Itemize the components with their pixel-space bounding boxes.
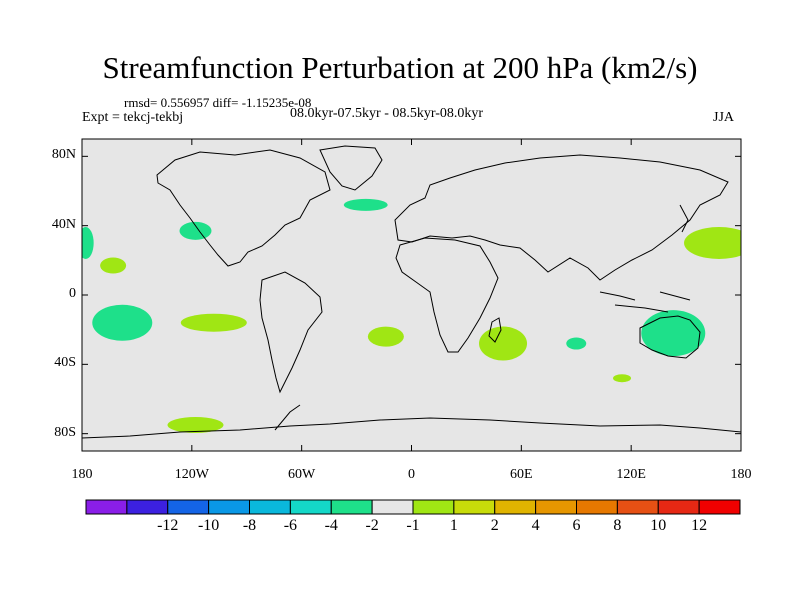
x-tick-label: 60E <box>510 467 533 482</box>
colorbar-tick-label: 4 <box>531 517 540 534</box>
maritime-continent-coast <box>599 291 691 313</box>
africa-coast <box>395 237 499 353</box>
antarctic-peninsula-coast <box>274 404 301 431</box>
region-south-atlantic-positive <box>367 326 404 347</box>
colorbar-tick-label: -2 <box>365 517 379 534</box>
region-south-indian-small-negative <box>566 337 587 350</box>
madagascar-coast <box>488 317 502 343</box>
x-tick-label: 180 <box>730 467 752 482</box>
axis-ticks <box>81 139 742 451</box>
stats-text: rmsd= 0.556957 diff= -1.15235e-08 <box>124 95 312 110</box>
colorbar-swatch <box>371 499 414 515</box>
colorbar-tick-label: -1 <box>406 517 420 534</box>
plot-title: Streamfunction Perturbation at 200 hPa (… <box>102 50 698 85</box>
colorbar-tick-label: -10 <box>197 517 220 534</box>
eurasia-coast <box>394 154 729 281</box>
colorbar-swatch <box>249 499 291 515</box>
colorbar-swatch <box>657 499 700 515</box>
australia-coast <box>639 315 701 359</box>
colorbar-tick-label: 1 <box>449 517 458 534</box>
region-southern-ocean-positive <box>167 417 224 433</box>
japan-coast <box>679 204 689 233</box>
colorbar-swatch <box>616 499 659 515</box>
region-south-pacific-negative <box>92 304 153 341</box>
colorbar-swatch <box>126 499 169 515</box>
colorbar-tick-label: 10 <box>650 517 667 534</box>
colorbar-swatch <box>85 499 128 515</box>
y-tick-label: 40N <box>51 216 76 232</box>
colorbar-tick-label: -8 <box>242 517 257 534</box>
colorbar-swatch <box>289 499 332 515</box>
x-tick-label: 60W <box>288 467 316 482</box>
coastlines <box>82 145 741 439</box>
colorbar-swatch <box>576 499 618 515</box>
y-tick-label: 80N <box>51 147 76 163</box>
colorbar-tick-label: 2 <box>490 517 499 534</box>
region-east-pacific-dateline-negative <box>82 227 94 259</box>
colorbar-swatch <box>330 499 373 515</box>
period-text: 08.0kyr-07.5kyr - 08.5kyr-08.0kyr <box>290 106 484 121</box>
x-tick-label: 180 <box>71 467 93 482</box>
colorbar-swatch <box>494 499 537 515</box>
colorbar-tick-label: 8 <box>613 517 622 534</box>
colorbar-swatch <box>698 499 741 515</box>
region-southeast-pacific-positive <box>180 313 247 332</box>
y-tick-label: 40S <box>54 355 76 371</box>
antarctica-coast <box>82 417 741 439</box>
north-america-coast <box>156 149 331 267</box>
colorbar-tick-label: -4 <box>324 517 338 534</box>
anomaly-regions <box>82 198 741 433</box>
colorbar-swatch <box>412 499 455 515</box>
region-south-indian-tiny-positive <box>613 374 632 383</box>
south-america-coast <box>259 271 323 394</box>
region-california-negative <box>179 221 212 240</box>
y-tick-label: 0 <box>69 286 76 301</box>
colorbar-swatch <box>167 499 210 515</box>
colorbar-swatch <box>208 499 250 515</box>
map-background <box>82 139 741 451</box>
colorbar-tick-label: 12 <box>691 517 708 534</box>
x-tick-label: 120E <box>616 467 646 482</box>
region-north-atlantic-negative <box>343 198 388 211</box>
colorbar-tick-label: 6 <box>572 517 581 534</box>
season-label: JJA <box>713 110 735 125</box>
region-southwest-indian-positive <box>479 326 528 361</box>
colorbar-tick-label: -12 <box>157 517 179 534</box>
x-tick-label: 0 <box>408 467 415 482</box>
greenland-coast <box>319 145 383 191</box>
region-subtropical-pacific-positive <box>100 257 127 274</box>
colorbar-tick-label: -6 <box>283 517 298 534</box>
colorbar-swatch <box>535 499 577 515</box>
region-australia-negative <box>641 310 706 357</box>
colorbar-swatch <box>453 499 496 515</box>
region-northwest-pacific-positive <box>684 227 741 259</box>
x-tick-label: 120W <box>174 467 209 482</box>
colorbar <box>85 499 741 515</box>
y-tick-label: 80S <box>54 424 76 440</box>
experiment-text: Expt = tekcj-tekbj <box>82 110 184 125</box>
